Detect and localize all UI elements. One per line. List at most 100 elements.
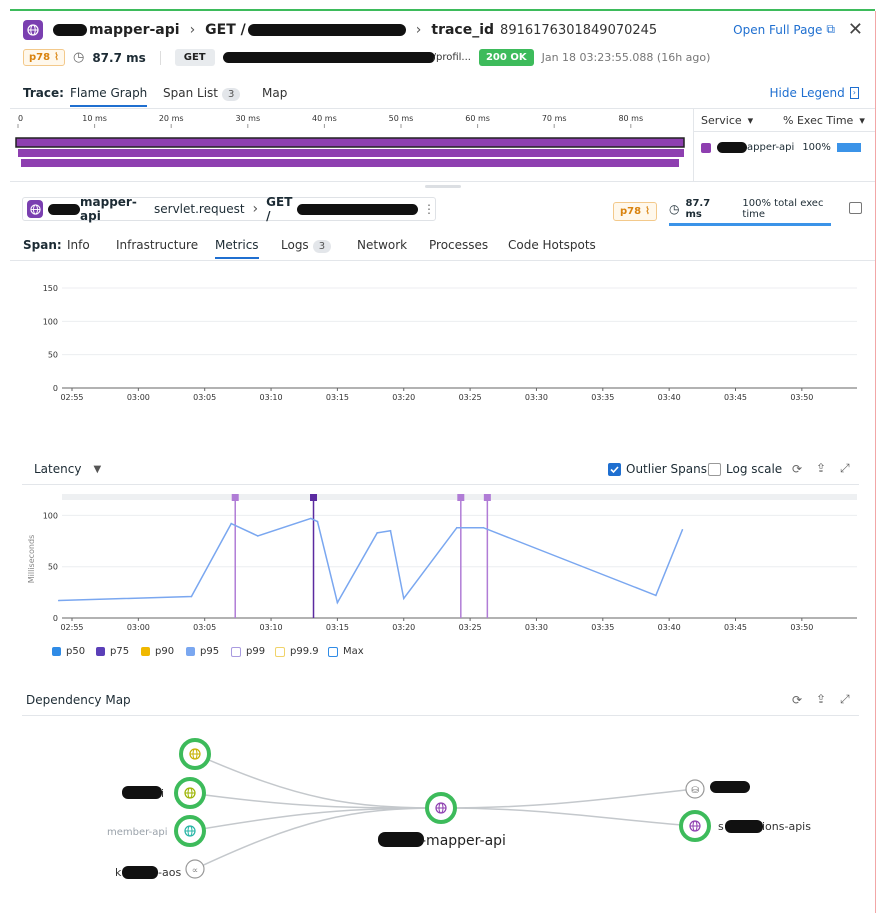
- legend-service-name: apper-api: [747, 142, 795, 153]
- span-count-badge: 3: [221, 88, 241, 101]
- dependency-map[interactable]: i member-api ∝ k -aos -mapper-api ⛁ s io…: [0, 720, 875, 910]
- redacted-text: [53, 24, 87, 36]
- y-tick-label: 150: [43, 284, 58, 293]
- data-point: [482, 526, 485, 529]
- globe-icon: [189, 748, 201, 760]
- ai-assist-icon[interactable]: ⟳: [792, 693, 803, 707]
- log-scale-checkbox[interactable]: Log scale: [708, 462, 782, 476]
- tab-flame-graph[interactable]: Flame Graph: [70, 86, 148, 107]
- open-full-page-link[interactable]: Open Full Page ⧉: [733, 22, 835, 37]
- expand-icon[interactable]: ⤢: [840, 692, 850, 706]
- dependency-node[interactable]: ⛁: [685, 779, 705, 799]
- export-icon[interactable]: ⇪: [816, 461, 827, 475]
- flame-tick-label: 30 ms: [235, 114, 260, 123]
- dependency-node[interactable]: [174, 777, 206, 809]
- span-duration: 87.7 ms: [685, 198, 711, 220]
- expand-icon[interactable]: ⤢: [840, 461, 850, 475]
- top-accent-line: [10, 9, 875, 11]
- x-tick-label: 02:55: [60, 393, 83, 402]
- dependency-node[interactable]: [174, 815, 206, 847]
- breadcrumb-resource[interactable]: GET /: [205, 22, 246, 38]
- legend-item-p90[interactable]: p90: [141, 646, 174, 657]
- legend-item-p99[interactable]: p99: [231, 646, 265, 657]
- ai-assist-icon[interactable]: ⟳: [792, 462, 803, 476]
- hide-legend-label: Hide Legend: [769, 86, 845, 100]
- node-label: member-api: [107, 827, 167, 838]
- span-resource[interactable]: GET /: [266, 195, 293, 223]
- tab-network[interactable]: Network: [357, 238, 408, 252]
- legend-item-Max[interactable]: Max: [328, 646, 364, 657]
- percentile-badge[interactable]: p78 ⌇: [23, 49, 65, 66]
- clock-icon: ◷: [72, 50, 85, 65]
- hide-legend-button[interactable]: Hide Legend ›: [770, 86, 859, 100]
- tab-infrastructure[interactable]: Infrastructure: [116, 238, 199, 252]
- tab-map[interactable]: Map: [262, 86, 288, 100]
- breadcrumb-service[interactable]: mapper-api: [89, 22, 180, 38]
- collapse-panel-icon[interactable]: [849, 202, 862, 214]
- flame-span-child[interactable]: [18, 149, 684, 157]
- close-icon[interactable]: ✕: [847, 19, 863, 40]
- service-globe-icon: [27, 200, 43, 218]
- legend-col-exec[interactable]: % Exec Time ▾: [783, 114, 865, 127]
- legend-item-p99.9[interactable]: p99.9: [275, 646, 319, 657]
- x-tick-label: 03:40: [658, 623, 681, 632]
- legend-col-service[interactable]: Service ▾: [701, 114, 753, 127]
- y-tick-label: 50: [48, 351, 58, 360]
- dependency-node[interactable]: ∝: [185, 859, 205, 879]
- legend-row[interactable]: apper-api 100%: [701, 142, 861, 153]
- flame-tick-label: 80 ms: [618, 114, 643, 123]
- flame-tick-label: 10 ms: [82, 114, 107, 123]
- trace-tabs-label: Trace:: [23, 86, 64, 100]
- legend-swatch: [141, 647, 150, 656]
- data-point: [336, 601, 339, 604]
- data-point: [190, 595, 193, 598]
- latency-metric-dropdown[interactable]: Latency ▼: [34, 462, 101, 476]
- dependency-node[interactable]: [179, 738, 211, 770]
- logs-count-badge: 3: [312, 240, 332, 253]
- x-tick-label: 02:55: [60, 623, 83, 632]
- tab-logs[interactable]: Logs 3: [281, 238, 332, 253]
- divider: [22, 484, 859, 485]
- x-tick-label: 03:20: [392, 623, 415, 632]
- span-breadcrumb: mapper-api servlet.request › GET / ⋮: [22, 195, 436, 223]
- span-service[interactable]: mapper-api: [80, 195, 137, 223]
- export-icon[interactable]: ⇪: [816, 692, 827, 706]
- chevron-right-icon: ›: [252, 201, 259, 217]
- resize-handle[interactable]: [425, 185, 461, 188]
- log-scale-label: Log scale: [726, 462, 783, 476]
- legend-item-p95[interactable]: p95: [186, 646, 219, 657]
- more-options-icon[interactable]: ⋮: [423, 202, 435, 216]
- redacted-text: [710, 781, 750, 793]
- tab-code-hotspots[interactable]: Code Hotspots: [508, 238, 596, 252]
- flame-span-root[interactable]: [15, 137, 685, 148]
- tab-info[interactable]: Info: [67, 238, 90, 252]
- flame-graph[interactable]: 0 10 ms 20 ms 30 ms 40 ms 50 ms 60 ms 70 ms 80 m…: [10, 108, 694, 180]
- node-label-prefix: k: [115, 866, 122, 879]
- outlier-marker: [457, 494, 465, 501]
- latency-chart[interactable]: 0 50 100 Milliseconds 02:55 03:00 03:05 03:10 03…: [22, 488, 867, 638]
- legend-item-p75[interactable]: p75: [96, 646, 129, 657]
- chart-icon: ⌇: [54, 52, 59, 63]
- tab-span-list[interactable]: Span List 3: [163, 86, 241, 101]
- flame-tick-label: 40 ms: [312, 114, 337, 123]
- dependency-node-center[interactable]: [425, 792, 457, 824]
- legend-swatch: [275, 646, 285, 657]
- flame-tick-label: 60 ms: [465, 114, 490, 123]
- legend-item-p50[interactable]: p50: [52, 646, 85, 657]
- tab-processes[interactable]: Processes: [429, 238, 489, 252]
- duration: 87.7 ms: [92, 50, 146, 65]
- caret-down-icon: ▾: [747, 114, 754, 127]
- x-tick-label: 03:20: [392, 393, 415, 402]
- span-percentile[interactable]: p78 ⌇: [613, 199, 657, 221]
- outlier-spans-checkbox[interactable]: Outlier Spans: [608, 462, 707, 476]
- x-tick-label: 03:25: [459, 393, 482, 402]
- data-point: [256, 535, 259, 537]
- x-tick-label: 03:50: [790, 623, 813, 632]
- x-tick-label: 03:10: [260, 393, 283, 402]
- tab-metrics[interactable]: Metrics: [215, 238, 259, 259]
- dependency-node[interactable]: [679, 810, 711, 842]
- flame-span-child[interactable]: [21, 159, 679, 167]
- metrics-chart[interactable]: 0 50 100 150 02:55 03:00 03:05 03:10 03:15 03:20 0…: [22, 278, 867, 408]
- redacted-text: [48, 203, 80, 215]
- legend-label: p50: [66, 646, 86, 657]
